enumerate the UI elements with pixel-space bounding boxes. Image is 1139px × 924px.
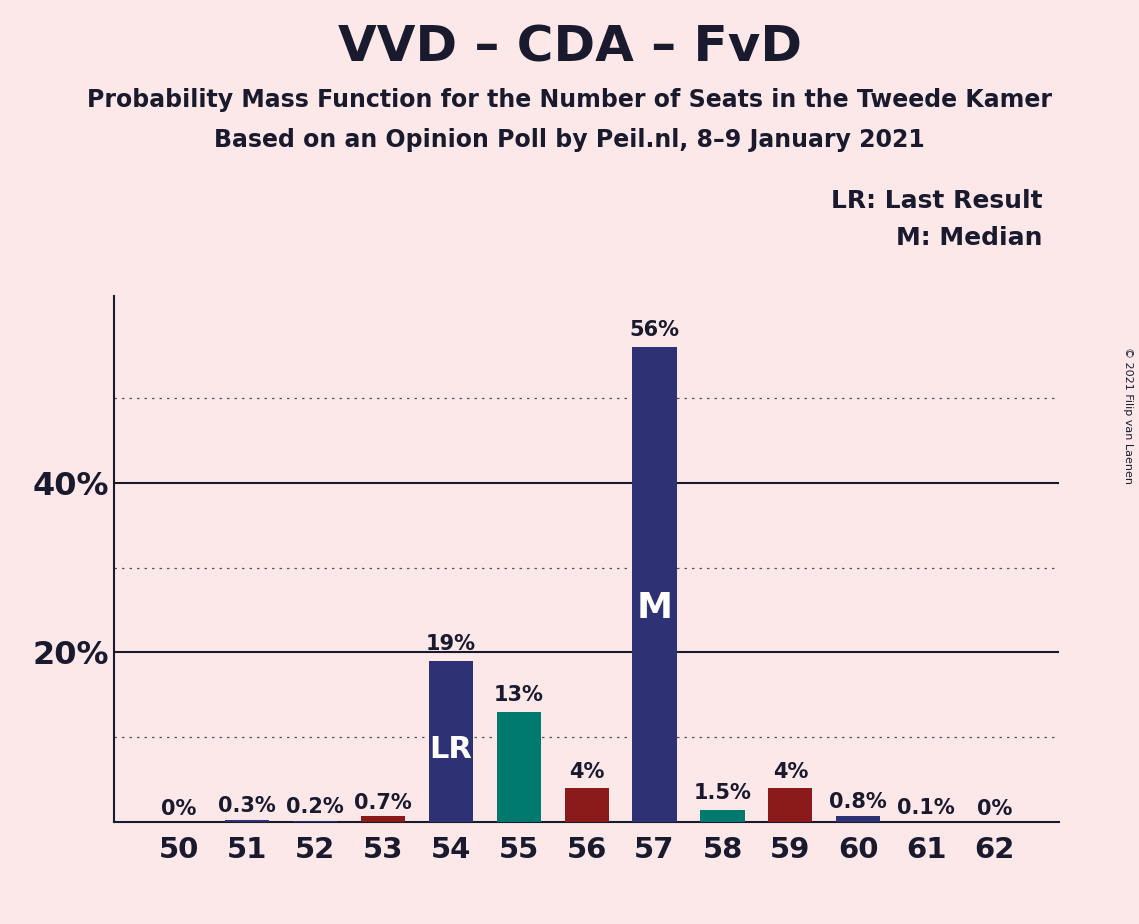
Text: 1.5%: 1.5% bbox=[694, 783, 752, 803]
Text: 0.3%: 0.3% bbox=[218, 796, 276, 817]
Bar bbox=[836, 816, 880, 822]
Bar bbox=[497, 711, 541, 822]
Text: 0.1%: 0.1% bbox=[898, 798, 956, 818]
Bar bbox=[361, 817, 404, 822]
Text: © 2021 Filip van Laenen: © 2021 Filip van Laenen bbox=[1123, 347, 1133, 484]
Bar bbox=[700, 809, 745, 822]
Bar bbox=[428, 661, 473, 822]
Text: 0.2%: 0.2% bbox=[286, 797, 344, 817]
Text: Probability Mass Function for the Number of Seats in the Tweede Kamer: Probability Mass Function for the Number… bbox=[87, 88, 1052, 112]
Bar bbox=[293, 821, 337, 822]
Text: M: M bbox=[637, 591, 672, 626]
Text: 0%: 0% bbox=[162, 799, 197, 819]
Text: 0%: 0% bbox=[976, 799, 1011, 819]
Text: Based on an Opinion Poll by Peil.nl, 8–9 January 2021: Based on an Opinion Poll by Peil.nl, 8–9… bbox=[214, 128, 925, 152]
Text: 4%: 4% bbox=[772, 761, 808, 782]
Text: M: Median: M: Median bbox=[895, 226, 1042, 250]
Bar bbox=[224, 820, 269, 822]
Text: LR: LR bbox=[429, 736, 473, 764]
Text: VVD – CDA – FvD: VVD – CDA – FvD bbox=[337, 23, 802, 71]
Text: 0.8%: 0.8% bbox=[829, 792, 887, 812]
Bar bbox=[632, 346, 677, 822]
Text: 13%: 13% bbox=[493, 685, 543, 705]
Text: 4%: 4% bbox=[568, 761, 605, 782]
Text: 0.7%: 0.7% bbox=[354, 793, 411, 813]
Text: 19%: 19% bbox=[426, 634, 476, 654]
Text: 56%: 56% bbox=[630, 320, 680, 340]
Bar bbox=[769, 788, 812, 822]
Bar bbox=[565, 788, 608, 822]
Text: LR: Last Result: LR: Last Result bbox=[830, 189, 1042, 213]
